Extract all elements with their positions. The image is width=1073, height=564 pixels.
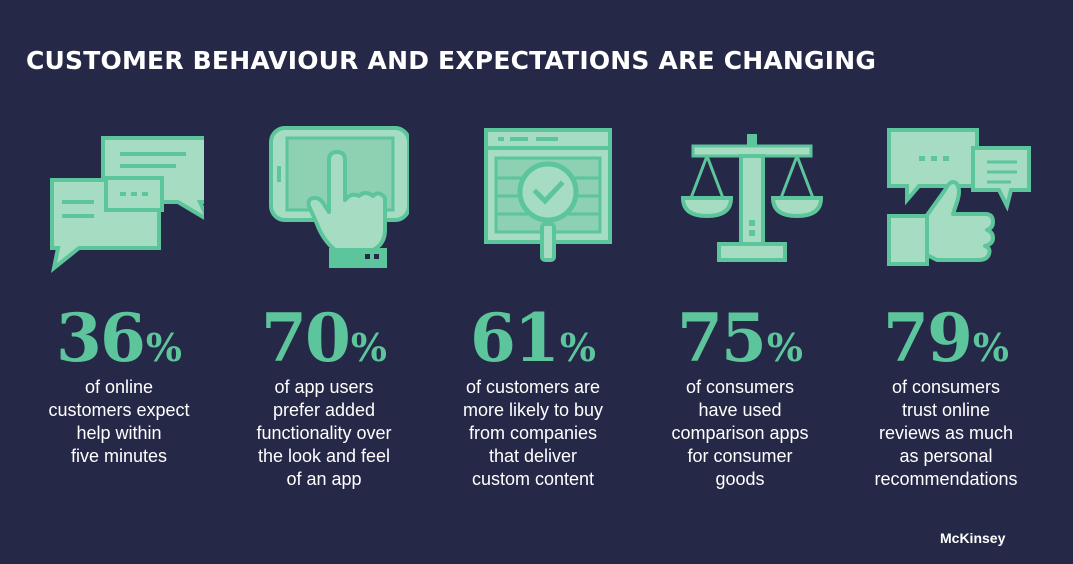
stat-card-online-reviews: 79% of consumers trust online reviews as m… <box>846 120 1046 491</box>
stat-card-comparison-apps: 75% of consumers have used comparison apps… <box>640 120 840 491</box>
stat-percentage: 61% <box>470 299 596 377</box>
stat-description: of customers are more likely to buy from c… <box>462 377 604 489</box>
magnifier-check-icon <box>484 128 612 262</box>
stat-description: of online customers expect help within five… <box>48 377 190 466</box>
stat-card-custom-content: 61% of customers are more likely to buy fr… <box>433 120 633 491</box>
stat-percentage: 79% <box>883 299 1009 377</box>
chat-bubbles-icon <box>50 136 204 273</box>
stat-card-online-help: 36% of online customers expect help within… <box>19 120 219 468</box>
stat-card-app-users: 70% of app users prefer added functionalit… <box>224 120 424 491</box>
stat-description: of app users prefer added functionality ov… <box>256 377 392 489</box>
brand-label: McKinsey <box>940 530 1006 546</box>
stat-description: of consumers trust online reviews as much a… <box>874 377 1018 489</box>
thumbs-up-reviews-icon <box>887 128 1031 266</box>
stat-percentage: 70% <box>261 299 387 377</box>
page-title: CUSTOMER BEHAVIOUR AND EXPECTATIONS ARE … <box>26 46 877 75</box>
stat-percentage: 75% <box>677 299 803 377</box>
stat-description: of consumers have used comparison apps for … <box>671 377 809 489</box>
stat-percentage: 36% <box>56 299 182 377</box>
scales-icon <box>680 134 824 262</box>
tablet-touch-icon <box>269 126 409 268</box>
